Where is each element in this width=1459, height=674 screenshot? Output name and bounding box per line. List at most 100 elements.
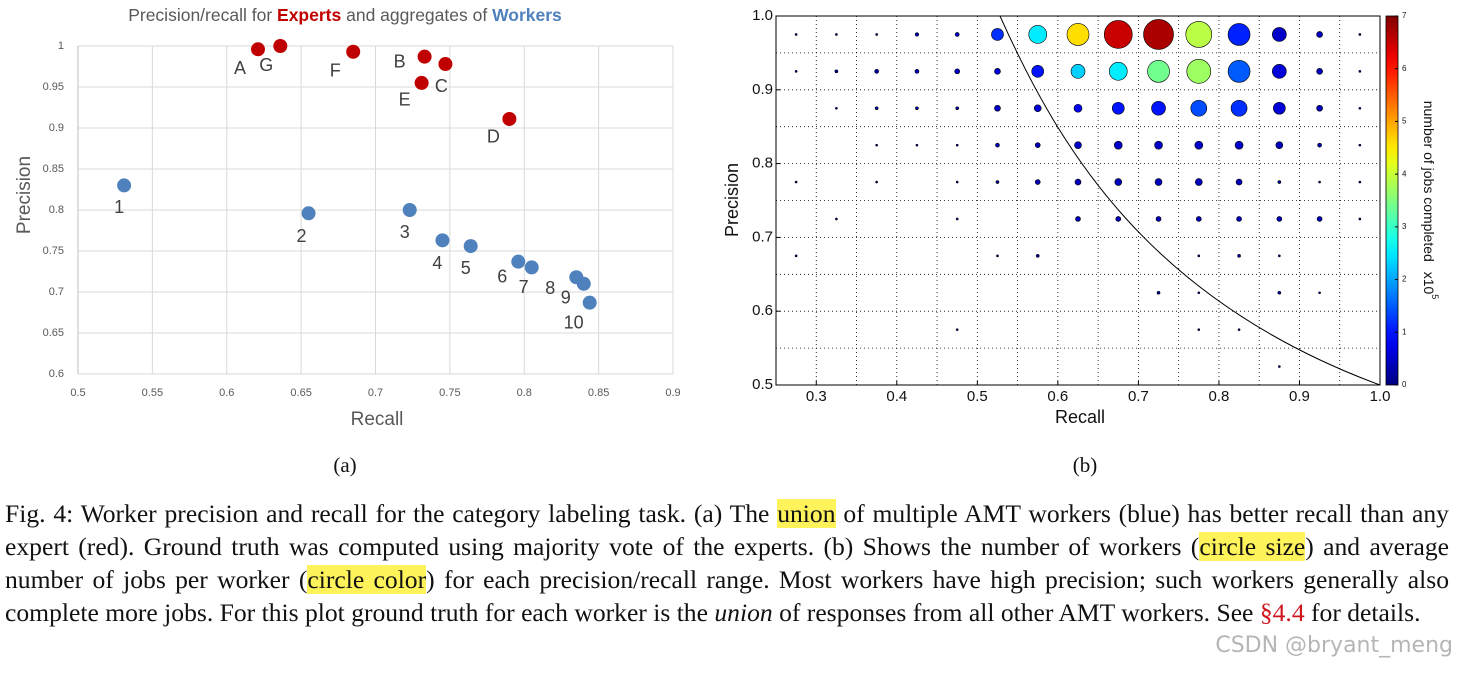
- bubble: [955, 217, 959, 221]
- caption-highlight: circle size: [1199, 532, 1306, 561]
- x-axis-label: Recall: [351, 409, 404, 430]
- x-tick-label: 0.4: [886, 388, 907, 405]
- chart-title: Precision/recall for Experts and aggrega…: [128, 5, 562, 25]
- chart-a: 0.5 0.55 0.6 0.65 0.7 0.75 0.8 0.85 0.90.60.650.…: [43, 39, 681, 399]
- point: [524, 260, 539, 275]
- bubble: [1034, 142, 1041, 148]
- y-tick-label: 0.75: [43, 245, 64, 257]
- point-label: A: [234, 58, 246, 78]
- bubble: [1194, 140, 1204, 150]
- point-label: 7: [519, 277, 529, 297]
- y-tick-label: 0.9: [49, 122, 64, 134]
- bubble: [1075, 216, 1081, 222]
- y-tick-label: 0.7: [752, 228, 773, 245]
- point: [250, 42, 265, 57]
- section-link[interactable]: §4.4: [1259, 598, 1305, 627]
- bubble: [834, 69, 839, 74]
- bubble: [1115, 216, 1122, 222]
- bubble: [1190, 99, 1208, 117]
- bubble: [1227, 23, 1251, 46]
- bubble: [1272, 64, 1287, 79]
- y-tick-label: 0.9: [752, 81, 773, 98]
- y-tick-label: 0.6: [752, 302, 773, 319]
- colorbar-label: number of jobs completed x105: [1421, 101, 1439, 300]
- bubble: [1031, 65, 1045, 78]
- bubble: [1358, 143, 1362, 147]
- bubble: [835, 217, 838, 221]
- bubble: [1272, 27, 1287, 42]
- bubble: [874, 106, 879, 111]
- bubble: [794, 180, 798, 184]
- title-text: Precision/recall for: [128, 5, 272, 25]
- bubble: [1034, 179, 1041, 185]
- bubble: [875, 180, 878, 184]
- point-label: 10: [564, 312, 584, 332]
- bubble: [874, 69, 879, 74]
- bubble: [835, 33, 838, 36]
- bubble: [1073, 103, 1083, 113]
- x-tick-label: 0.5: [967, 388, 988, 405]
- caption-text: ) and average number of jobs per worker …: [5, 532, 1449, 594]
- bubble: [1317, 142, 1322, 148]
- colorbar-tick-label: 2: [1402, 275, 1407, 284]
- y-tick-label: 1.0: [752, 7, 773, 24]
- bubble: [914, 69, 920, 74]
- bubble: [875, 143, 878, 147]
- x-tick-label: 0.9: [665, 387, 680, 399]
- colorbar-tick-label: 6: [1402, 64, 1407, 73]
- caption-text: of responses from all other AMT workers.…: [772, 598, 1260, 627]
- bubble: [994, 104, 1001, 112]
- bubble: [1277, 180, 1282, 184]
- bubble: [1277, 290, 1282, 295]
- colorbar-tick-label: 4: [1402, 169, 1407, 178]
- x-tick-label: 0.9: [1289, 388, 1310, 405]
- bubble: [1074, 141, 1082, 149]
- bubble: [1186, 59, 1212, 84]
- point-label: 9: [561, 288, 571, 308]
- bubble: [1236, 216, 1242, 222]
- point-label: 1: [114, 197, 124, 217]
- bubble: [1103, 20, 1133, 49]
- bubble: [1185, 21, 1213, 48]
- bubble: [1197, 291, 1201, 295]
- bubble: [1358, 70, 1362, 73]
- y-tick-label: 0.6: [49, 368, 64, 380]
- bubble: [1066, 23, 1090, 46]
- y-tick-label: 0.95: [43, 81, 64, 93]
- colorbar-exponent: 5: [1430, 294, 1440, 299]
- y-tick-label: 0.5: [752, 376, 773, 393]
- x-tick-label: 0.75: [439, 387, 460, 399]
- y-tick-label: 0.85: [43, 163, 64, 175]
- caption-text: of multiple AMT workers (blue) has bette…: [5, 499, 1449, 561]
- y-axis-label: Precision: [14, 156, 35, 234]
- colorbar-multiplier: x10: [1421, 272, 1437, 295]
- bubble: [1318, 180, 1321, 184]
- bubble: [1316, 68, 1323, 75]
- point: [463, 239, 478, 254]
- y-tick-label: 0.8: [49, 204, 64, 216]
- caption: Fig. 4: Worker precision and recall for …: [5, 497, 1449, 629]
- bubble: [995, 180, 1000, 184]
- x-tick-label: 0.3: [806, 388, 827, 405]
- bubble: [955, 106, 960, 111]
- title-text: and aggregates of: [346, 5, 487, 25]
- x-tick-label: 0.6: [1047, 388, 1068, 405]
- bubble: [1358, 33, 1362, 36]
- bubble: [954, 68, 961, 75]
- point-label: G: [259, 55, 273, 75]
- bubble: [1156, 290, 1161, 295]
- colorbar-tick-label: 7: [1402, 11, 1407, 20]
- point: [502, 111, 517, 126]
- colorbar-tick-label: 5: [1402, 117, 1407, 126]
- y-tick-label: 0.7: [49, 286, 64, 298]
- title-workers: Workers: [492, 5, 562, 25]
- x-tick-label: 0.5: [70, 387, 85, 399]
- colorbar: [1385, 15, 1399, 386]
- x-tick-label: 0.55: [142, 387, 163, 399]
- bubble: [794, 70, 798, 73]
- bubble: [1273, 101, 1286, 115]
- bubble: [1230, 99, 1248, 117]
- x-tick-label: 0.6: [219, 387, 234, 399]
- colorbar-tick-label: 3: [1402, 222, 1407, 231]
